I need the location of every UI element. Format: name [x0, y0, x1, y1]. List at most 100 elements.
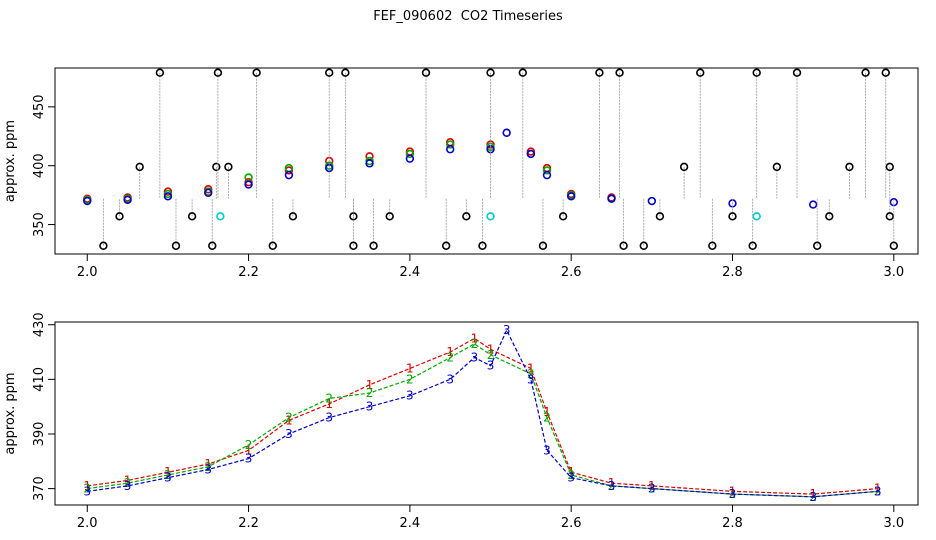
series-marker-label: 1	[325, 397, 333, 411]
data-point	[607, 194, 616, 203]
series-marker-label: 3	[204, 462, 212, 476]
series-marker-label: 2	[527, 367, 535, 381]
data-point	[679, 162, 689, 172]
data-point	[542, 170, 552, 180]
data-point	[518, 68, 527, 77]
series-marker-label: 3	[366, 400, 374, 414]
data-point	[647, 196, 657, 206]
data-point	[639, 241, 648, 250]
data-point	[405, 149, 415, 159]
data-point	[615, 68, 624, 77]
x-tick-label: 2.8	[722, 516, 743, 531]
data-point	[595, 68, 604, 77]
data-point	[792, 68, 802, 77]
data-point	[696, 68, 705, 77]
series-marker-label: 1	[406, 361, 414, 375]
series-marker-label: 3	[446, 372, 454, 386]
data-point	[369, 241, 378, 250]
data-point	[772, 162, 782, 172]
series-marker-label: 2	[83, 482, 91, 496]
y-tick-label: 370	[32, 476, 47, 501]
series-marker-label: 3	[285, 427, 293, 441]
y-axis-label: approx. ppm	[3, 372, 18, 454]
series-marker-label: 2	[406, 372, 414, 386]
data-point	[845, 162, 854, 172]
data-point	[708, 241, 717, 250]
data-point	[885, 212, 894, 221]
series-marker-label: 3	[124, 479, 132, 493]
series-marker-label: 2	[245, 438, 253, 452]
x-tick-label: 2.4	[400, 516, 421, 531]
data-point	[446, 140, 455, 149]
data-point	[542, 166, 552, 175]
series-line	[87, 337, 878, 495]
data-point	[163, 192, 173, 201]
data-point	[349, 212, 358, 221]
series-marker-label: 2	[285, 411, 293, 425]
y-tick-label: 350	[32, 212, 47, 237]
y-tick-label: 410	[32, 367, 47, 392]
series-marker-label: 3	[567, 471, 575, 485]
series-marker-label: 2	[446, 351, 454, 365]
x-tick-label: 2.6	[561, 265, 582, 280]
series-marker-label: 3	[164, 471, 172, 485]
data-point	[115, 212, 124, 221]
data-point	[752, 212, 761, 221]
data-point	[268, 241, 277, 250]
data-point	[135, 162, 144, 172]
data-point	[325, 68, 334, 77]
data-point	[881, 68, 890, 77]
data-point	[365, 159, 374, 168]
series-marker-label: 2	[124, 476, 132, 490]
series-marker-label: 2	[487, 348, 495, 362]
series-marker-label: 3	[874, 484, 882, 498]
series-marker-label: 1	[245, 443, 253, 457]
data-point	[619, 241, 628, 250]
series-marker-label: 2	[543, 411, 551, 425]
y-tick-label: 400	[32, 153, 47, 178]
data-point	[808, 200, 818, 209]
series-marker-label: 1	[874, 482, 882, 496]
data-point	[213, 68, 223, 77]
series-marker-label: 3	[543, 443, 551, 457]
series-marker-label: 3	[729, 487, 737, 501]
chart-title: FEF_090602 CO2 Timeseries	[373, 9, 563, 24]
data-point	[558, 212, 568, 221]
series-marker-label: 1	[567, 465, 575, 479]
series-marker-label: 3	[471, 351, 479, 365]
series-marker-label: 3	[245, 452, 253, 466]
data-point	[752, 68, 761, 77]
data-point	[655, 212, 665, 221]
data-point	[155, 68, 165, 77]
series-marker-label: 2	[471, 337, 479, 351]
series-marker-label: 3	[648, 482, 656, 496]
series-marker-label: 1	[446, 345, 454, 359]
series-marker-label: 1	[729, 484, 737, 498]
data-point	[441, 241, 451, 250]
series-marker-label: 1	[124, 473, 132, 487]
series-marker-label: 1	[608, 476, 616, 490]
x-tick-label: 2.2	[238, 265, 259, 280]
series-marker-label: 2	[648, 482, 656, 496]
series-marker-label: 1	[285, 413, 293, 427]
data-point	[486, 68, 495, 77]
series-marker-label: 2	[567, 468, 575, 482]
series-line	[87, 328, 878, 498]
plot-frame	[54, 321, 919, 506]
data-point	[224, 162, 233, 172]
top-panel-co2-scatter: 2.0 2.2 2.4 2.6 2.8 3.0 350 400 450 approx. ppm	[3, 67, 919, 280]
series-marker-label: 1	[471, 331, 479, 345]
data-point	[538, 241, 548, 250]
x-tick-label: 2.0	[77, 516, 98, 531]
data-point	[502, 128, 511, 137]
data-point	[212, 162, 221, 172]
y-tick-label: 450	[32, 94, 47, 119]
plot-frame	[54, 67, 919, 255]
data-point	[462, 212, 471, 221]
x-tick-label: 2.4	[400, 265, 421, 280]
data-point	[252, 68, 261, 77]
x-tick-label: 2.8	[722, 265, 743, 280]
y-axis-label: approx. ppm	[3, 120, 18, 202]
data-point	[208, 241, 217, 250]
data-point	[349, 241, 358, 250]
